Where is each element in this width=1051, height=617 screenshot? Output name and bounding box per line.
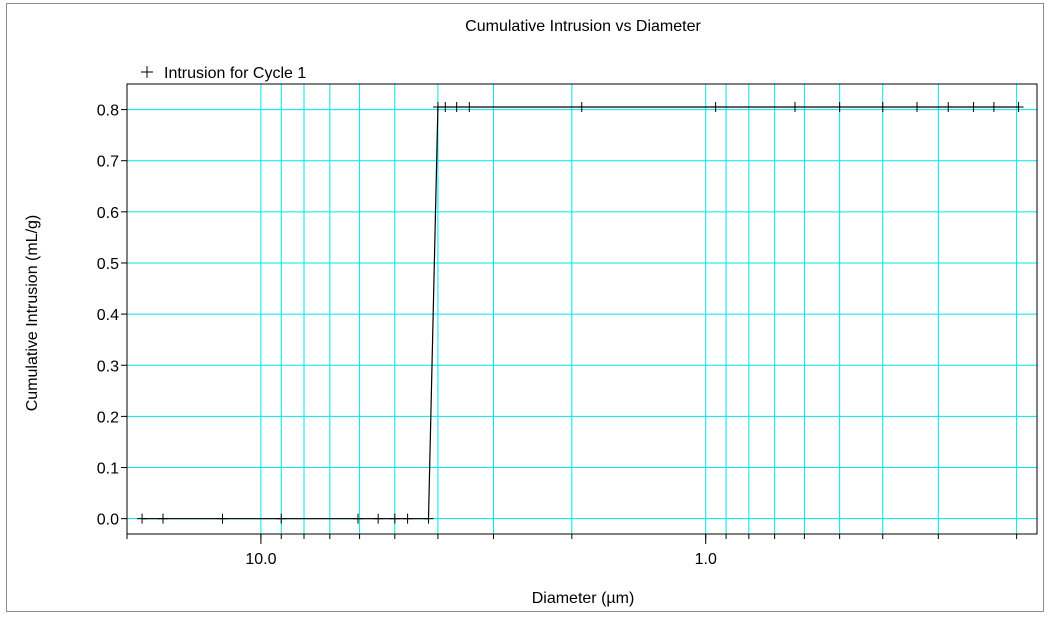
data-point-marker bbox=[402, 513, 413, 524]
y-tick-label: 0.4 bbox=[97, 307, 119, 324]
data-point-marker bbox=[352, 513, 363, 524]
series-line bbox=[142, 106, 1019, 520]
data-point-marker bbox=[988, 102, 999, 113]
axes: 0.0 0.1 0.2 0.3 0.4 0.5 0.6 0.7 0.8 10.0 1.0 bbox=[97, 103, 1018, 568]
data-point-marker bbox=[423, 513, 434, 524]
chart-title: Cumulative Intrusion vs Diameter bbox=[465, 18, 701, 35]
data-point-marker bbox=[710, 102, 721, 113]
x-tick-label: 1.0 bbox=[695, 551, 717, 568]
y-tick-label: 0.8 bbox=[97, 103, 119, 120]
chart-frame bbox=[6, 3, 1044, 612]
y-tick-label: 0.1 bbox=[97, 461, 119, 478]
data-point-marker bbox=[968, 102, 979, 113]
data-point-marker bbox=[576, 102, 587, 113]
x-tick-label: 10.0 bbox=[245, 551, 276, 568]
series-layer bbox=[137, 102, 1024, 524]
data-point-marker bbox=[373, 513, 384, 524]
data-point-marker bbox=[137, 513, 148, 524]
legend-marker-plus-icon bbox=[141, 66, 153, 78]
data-point-marker bbox=[157, 513, 168, 524]
x-axis-label: Diameter (µm) bbox=[532, 590, 635, 607]
legend-label: Intrusion for Cycle 1 bbox=[164, 65, 306, 82]
data-point-marker bbox=[464, 102, 475, 113]
data-point-marker bbox=[1013, 102, 1024, 113]
plot-area-border bbox=[126, 83, 1038, 535]
y-tick-label: 0.2 bbox=[97, 409, 119, 426]
grid bbox=[126, 84, 1037, 534]
data-point-marker bbox=[789, 102, 800, 113]
data-point-marker bbox=[911, 102, 922, 113]
y-tick-label: 0.3 bbox=[97, 358, 119, 375]
data-point-marker bbox=[217, 513, 228, 524]
data-point-marker bbox=[276, 513, 287, 524]
data-point-marker bbox=[389, 513, 400, 524]
y-tick-label: 0.5 bbox=[97, 256, 119, 273]
data-point-marker bbox=[877, 102, 888, 113]
data-point-marker bbox=[451, 102, 462, 113]
legend: Intrusion for Cycle 1 bbox=[141, 65, 306, 82]
y-tick-label: 0.6 bbox=[97, 205, 119, 222]
data-point-marker bbox=[943, 102, 954, 113]
data-point-marker bbox=[440, 102, 451, 113]
y-tick-label: 0.0 bbox=[97, 512, 119, 529]
data-point-marker bbox=[834, 102, 845, 113]
y-tick-label: 0.7 bbox=[97, 154, 119, 171]
y-axis-label: Cumulative Intrusion (mL/g) bbox=[24, 215, 41, 412]
